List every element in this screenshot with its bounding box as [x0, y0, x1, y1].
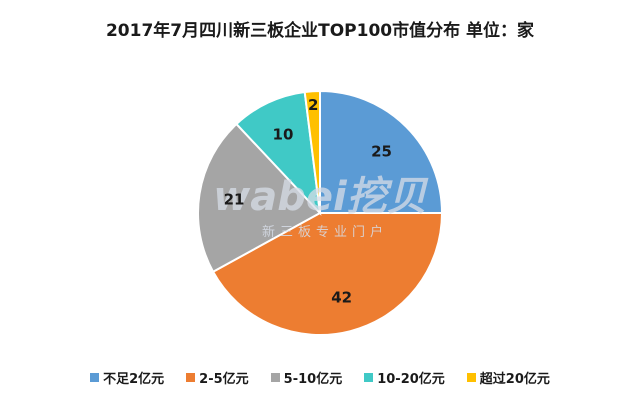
watermark-brand: wabei挖贝	[213, 174, 428, 220]
legend-swatch	[270, 373, 280, 382]
watermark: wabei挖贝 新三板专业门户	[213, 174, 428, 240]
legend-swatch	[186, 373, 196, 382]
legend: 不足2亿元 2-5亿元 5-10亿元 10-20亿元 超过20亿元	[0, 368, 640, 387]
pie-slice	[319, 89, 444, 214]
legend-swatch	[364, 373, 374, 382]
pie-slice	[197, 122, 322, 274]
legend-label: 2-5亿元	[199, 372, 249, 387]
legend-label: 超过20亿元	[479, 372, 550, 387]
legend-item: 5-10亿元	[270, 368, 343, 387]
legend-item: 不足2亿元	[90, 368, 164, 387]
legend-label: 不足2亿元	[103, 372, 165, 387]
legend-label: 10-20亿元	[377, 372, 445, 387]
legend-swatch	[90, 373, 100, 382]
data-label: 25	[371, 142, 392, 160]
legend-label: 5-10亿元	[283, 372, 343, 387]
watermark-tagline: 新三板专业门户	[262, 224, 388, 240]
data-label: 10	[273, 125, 294, 143]
data-label: 21	[224, 190, 245, 208]
pie-slice	[235, 90, 322, 216]
legend-swatch	[466, 373, 476, 382]
pie-slice	[303, 89, 321, 214]
chart-title: 2017年7月四川新三板企业TOP100市值分布 单位：家	[105, 21, 535, 41]
data-label: 42	[331, 288, 352, 306]
legend-item: 2-5亿元	[186, 368, 249, 387]
data-label: 2	[308, 96, 318, 114]
pie-slice	[211, 212, 444, 336]
legend-item: 10-20亿元	[364, 368, 445, 387]
data-labels: 25 42 21 10 2	[224, 96, 392, 306]
pie-slices	[197, 89, 444, 336]
legend-item: 超过20亿元	[466, 368, 550, 387]
